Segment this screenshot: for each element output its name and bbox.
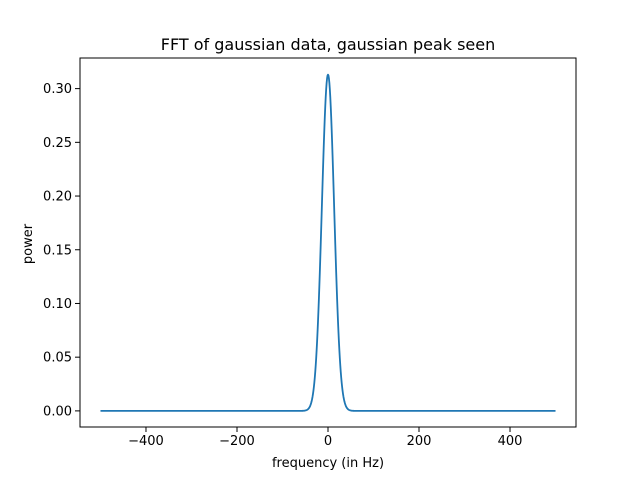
y-tick-label: 0.10 xyxy=(43,297,72,312)
y-tick-label: 0.30 xyxy=(43,82,72,97)
axes-layer: −400 −200 0 200 400 0.00 0.05 0.10 0.15 0.20 0.25 0… xyxy=(43,57,577,449)
y-tick-label: 0.15 xyxy=(43,243,72,258)
x-tick-label: −200 xyxy=(219,434,255,449)
y-tick-label: 0.20 xyxy=(43,190,72,205)
plot-area xyxy=(80,58,576,427)
x-axis-label: frequency (in Hz) xyxy=(272,456,384,471)
series-line-0 xyxy=(100,73,556,412)
y-tick-label: 0.00 xyxy=(43,404,72,419)
chart-title: FFT of gaussian data, gaussian peak seen xyxy=(161,35,496,54)
x-tick-label: −400 xyxy=(128,434,164,449)
y-axis-label: power xyxy=(21,223,36,264)
plot-background xyxy=(80,58,576,427)
x-tick-label: 200 xyxy=(407,434,432,449)
x-tick-label: 400 xyxy=(498,434,523,449)
x-tick-label: 0 xyxy=(324,434,332,449)
y-tick-label: 0.05 xyxy=(43,351,72,366)
series-layer xyxy=(100,73,556,412)
y-tick-label: 0.25 xyxy=(43,136,72,151)
